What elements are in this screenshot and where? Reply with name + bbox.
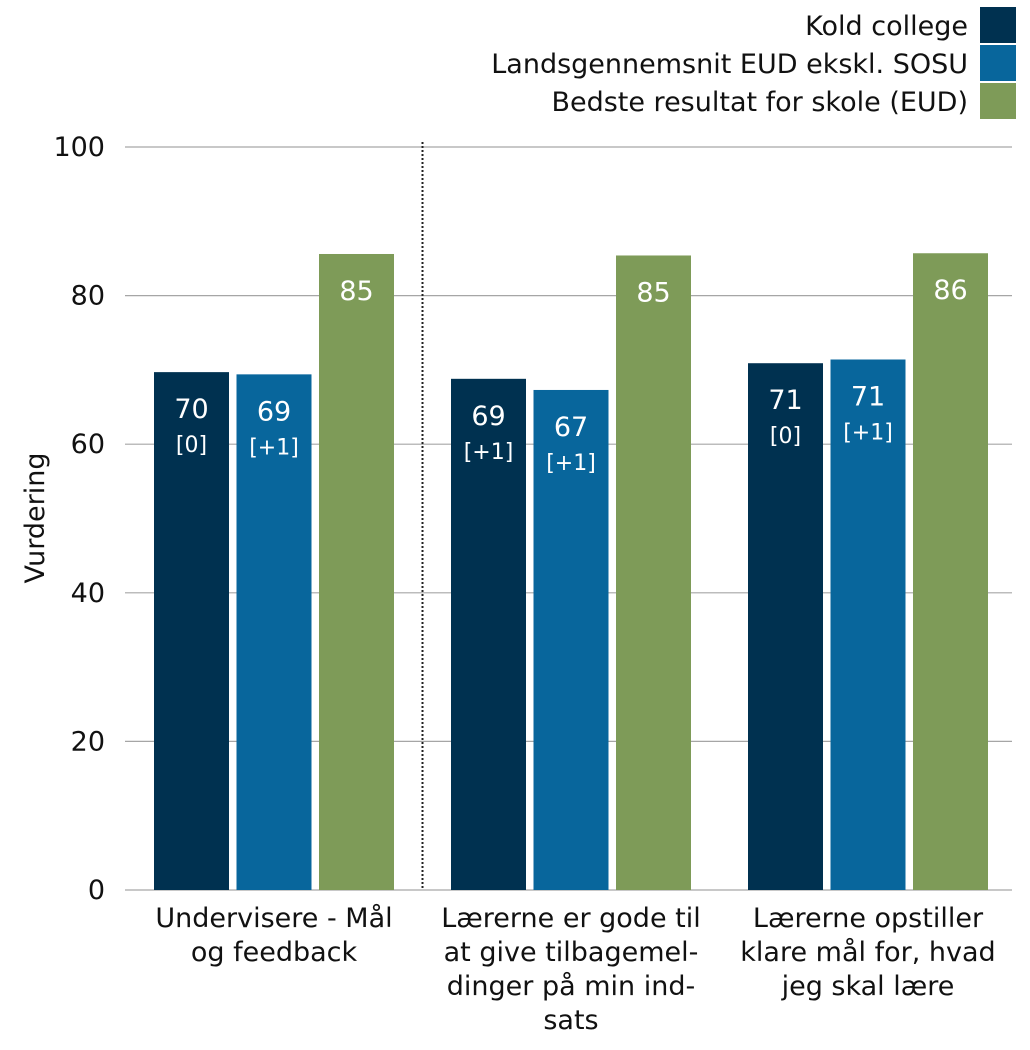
x-category-label: at give tilbagemel- <box>444 937 699 968</box>
y-tick-label: 100 <box>53 132 105 163</box>
y-tick-label: 20 <box>71 726 105 757</box>
bar <box>236 374 312 890</box>
bar <box>830 359 906 890</box>
x-category-label: jeg skal lære <box>781 971 955 1002</box>
x-category-label: Undervisere - Mål <box>155 903 392 934</box>
legend-swatch <box>980 45 1016 81</box>
bar <box>451 378 526 890</box>
legend-label: Bedste resultat for skole (EUD) <box>551 87 968 118</box>
bar-value-label: 70 <box>174 394 208 425</box>
bar-value-label: 69 <box>471 401 505 432</box>
bar <box>748 363 823 890</box>
x-category-label: Lærerne er gode til <box>441 903 700 934</box>
bar-value-label: 69 <box>257 396 291 427</box>
bar <box>913 253 988 890</box>
legend-swatch <box>980 83 1016 119</box>
bar-value-label: 85 <box>339 276 373 307</box>
legend-label: Kold college <box>805 11 968 42</box>
y-axis-title: Vurdering <box>20 453 51 584</box>
bar-value-label: 71 <box>851 381 885 412</box>
bar-value-label: 71 <box>768 385 802 416</box>
bar-delta-label: [+1] <box>546 451 596 476</box>
y-tick-label: 40 <box>71 578 105 609</box>
bar <box>319 253 394 890</box>
bar <box>154 372 229 890</box>
bar-delta-label: [+1] <box>249 435 299 460</box>
bar-delta-label: [+1] <box>843 420 893 445</box>
legend-label: Landsgennemsnit EUD ekskl. SOSU <box>491 49 968 80</box>
bar-value-label: 86 <box>933 275 967 306</box>
legend-swatch <box>980 7 1016 43</box>
bar-value-label: 85 <box>636 277 670 308</box>
y-tick-label: 80 <box>71 281 105 312</box>
bar-delta-label: [+1] <box>464 440 514 465</box>
x-category-label: Lærerne opstiller <box>753 903 984 934</box>
bar-delta-label: [0] <box>770 424 801 449</box>
x-category-label: og feedback <box>191 937 358 968</box>
y-tick-labels: 0 20 40 60 80 100 <box>53 132 105 906</box>
x-category-label: sats <box>543 1005 598 1036</box>
x-category-label: dinger på min ind- <box>447 971 695 1002</box>
y-tick-label: 60 <box>71 429 105 460</box>
y-tick-label: 0 <box>88 875 105 906</box>
bar <box>616 255 691 890</box>
bars: 70 [0] 69 [+1] 71 [0] 69 [+1] 67 [+1] 71 [+1] 85 85 86 <box>154 253 988 890</box>
x-category-label: klare mål for, hvad <box>740 937 995 968</box>
bar <box>533 389 609 890</box>
bar-delta-label: [0] <box>176 433 207 458</box>
bar-value-label: 67 <box>554 412 588 443</box>
legend: Kold college Landsgennemsnit EUD ekskl. S… <box>491 7 1016 119</box>
